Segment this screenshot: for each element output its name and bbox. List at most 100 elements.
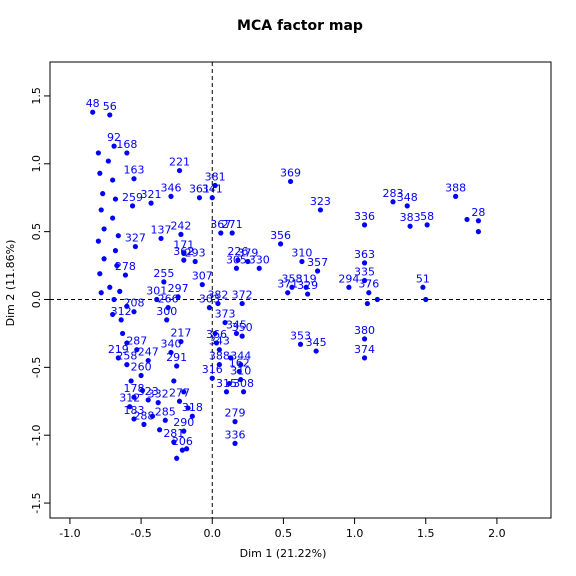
data-point-label: 281 <box>163 427 184 440</box>
data-point-label: 271 <box>222 218 243 231</box>
data-point <box>175 294 181 300</box>
data-point <box>165 305 171 311</box>
data-point-label: 300 <box>156 305 177 318</box>
data-point <box>179 447 185 453</box>
data-point-label: 357 <box>307 256 328 269</box>
data-point-label: 327 <box>125 232 146 245</box>
data-point <box>110 311 116 318</box>
data-point <box>100 191 106 197</box>
data-point <box>361 355 368 361</box>
data-point <box>119 330 126 337</box>
data-point <box>115 233 121 239</box>
data-point-label: 318 <box>182 401 203 414</box>
y-tick-label: 0.0 <box>30 291 43 309</box>
data-point <box>111 143 117 149</box>
data-point <box>145 397 151 403</box>
data-point <box>95 150 101 156</box>
data-point <box>141 421 147 427</box>
data-point <box>215 300 221 307</box>
x-tick-label: -0.5 <box>130 527 151 540</box>
data-point <box>233 265 240 271</box>
data-point <box>314 268 321 274</box>
data-point <box>305 291 311 297</box>
data-point <box>303 284 309 290</box>
data-point <box>238 376 244 383</box>
data-point-label: 380 <box>354 324 375 337</box>
y-axis: -1.5 -1.0 -0.5 0.0 0.5 1.0 1.5 <box>30 87 50 514</box>
data-point <box>299 258 305 265</box>
data-point-label: 259 <box>122 191 143 204</box>
data-point <box>117 288 123 294</box>
data-point <box>110 177 116 183</box>
data-point-label: 345 <box>306 336 327 349</box>
data-point <box>232 440 238 446</box>
data-point-label: 316 <box>202 363 223 376</box>
data-point <box>156 427 163 433</box>
data-point-label: 266 <box>158 293 179 306</box>
data-point-label: 336 <box>354 210 375 223</box>
data-point <box>196 195 203 201</box>
data-point-label: 242 <box>170 219 191 232</box>
data-point-label: 371 <box>277 278 298 291</box>
data-point-label: 388 <box>445 181 466 194</box>
data-point-label: 321 <box>141 188 162 201</box>
data-point <box>185 405 191 411</box>
data-point <box>222 319 228 326</box>
data-point <box>238 362 244 368</box>
data-point-label: 374 <box>354 343 375 356</box>
x-tick-label: -1.0 <box>59 527 80 540</box>
data-point-label: 369 <box>280 166 301 179</box>
data-point <box>239 333 245 339</box>
data-point <box>181 257 187 263</box>
data-point-label: 310 <box>291 247 312 260</box>
data-point <box>235 257 241 263</box>
reference-lines <box>50 62 551 518</box>
y-tick-label: 0.5 <box>30 223 43 241</box>
data-point-label: 323 <box>310 195 331 208</box>
x-tick-label: 1.0 <box>346 527 364 540</box>
data-point-label: 345 <box>226 318 247 331</box>
data-point <box>132 243 138 250</box>
data-point-label: 310 <box>230 365 251 378</box>
data-point-label: 344 <box>230 350 251 363</box>
data-point-label: 92 <box>107 131 121 144</box>
data-point-label: 319 <box>296 272 317 285</box>
data-point-label: 388 <box>209 350 230 363</box>
data-point-label: 58 <box>420 210 434 223</box>
data-point <box>155 400 161 406</box>
data-point <box>134 347 140 353</box>
data-point <box>223 389 230 395</box>
data-point-label: 383 <box>400 211 421 224</box>
data-point <box>176 167 183 174</box>
data-point <box>118 317 124 323</box>
data-point <box>233 330 240 337</box>
data-point-label: 315 <box>216 377 237 390</box>
data-point <box>98 207 104 213</box>
data-point-label: 379 <box>237 247 258 260</box>
data-point-label: 283 <box>383 187 404 200</box>
data-point-label: 346 <box>160 181 181 194</box>
data-point-label: 332 <box>148 388 169 401</box>
data-point <box>245 258 251 265</box>
data-point <box>361 336 368 342</box>
data-point <box>114 262 120 269</box>
data-point <box>404 203 410 209</box>
data-point <box>287 178 294 185</box>
data-point <box>178 338 184 345</box>
data-point-label: 340 <box>160 337 181 350</box>
data-point-label: 363 <box>354 248 375 261</box>
data-point-label: 367 <box>210 218 231 231</box>
data-point <box>407 223 413 229</box>
data-point <box>149 413 156 419</box>
data-point-label: 336 <box>225 428 246 441</box>
data-point-label: 341 <box>202 183 223 196</box>
data-point-label: 168 <box>116 138 137 151</box>
data-point <box>129 203 136 209</box>
chart-title: MCA factor map <box>237 18 363 34</box>
data-point-label: 279 <box>225 407 246 420</box>
data-point-label: 297 <box>168 282 189 295</box>
data-point-label: 221 <box>169 156 190 169</box>
plot-frame <box>49 61 552 519</box>
data-point <box>228 355 234 361</box>
